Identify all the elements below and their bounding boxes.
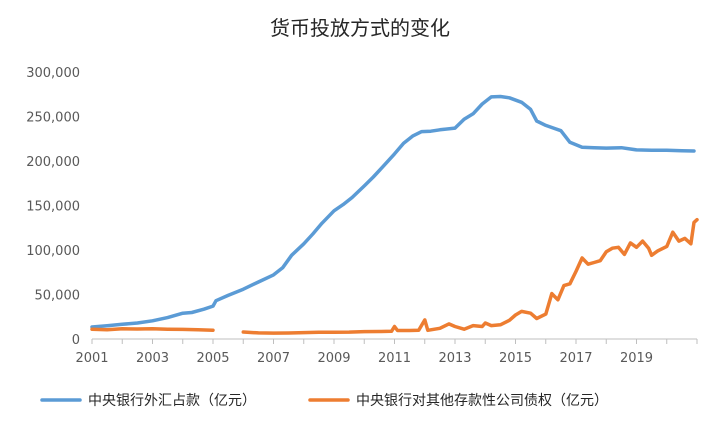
legend-label-1: 中央银行外汇占款（亿元） [88, 393, 256, 409]
x-tick-label: 2009 [317, 351, 350, 366]
series-line-2 [241, 217, 699, 335]
y-tick-label: 300,000 [26, 66, 80, 81]
x-axis: 2001 2003 2005 2007 2009 2011 2013 2015 2017 2019 [75, 338, 698, 366]
legend: 中央银行外汇占款（亿元） 中央银行对其他存款性公司债权（亿元） [40, 393, 608, 409]
y-tick-label: 150,000 [26, 200, 80, 215]
x-tick-label: 2005 [196, 351, 229, 366]
x-tick-label: 2013 [438, 351, 471, 366]
y-tick-label: 100,000 [26, 244, 80, 259]
x-tick-label: 2001 [75, 351, 108, 366]
x-tick-label: 2015 [499, 351, 532, 366]
x-tick-label: 2007 [257, 351, 290, 366]
x-tick-label: 2017 [559, 351, 592, 366]
series-layer [90, 94, 699, 335]
series-line-2 [90, 327, 215, 332]
legend-label-2: 中央银行对其他存款性公司债权（亿元） [356, 393, 608, 409]
y-axis: 0 50,000 100,000 150,000 200,000 250,000 300,0… [26, 66, 80, 348]
x-tick-label: 2003 [136, 351, 169, 366]
x-tick-label: 2019 [620, 351, 653, 366]
y-tick-label: 50,000 [35, 289, 81, 304]
x-tick-label: 2011 [378, 351, 411, 366]
chart-title: 货币投放方式的变化 [270, 16, 450, 40]
y-tick-label: 200,000 [26, 155, 80, 170]
y-tick-label: 0 [72, 333, 80, 348]
y-tick-label: 250,000 [26, 111, 80, 126]
series-line-1 [90, 94, 696, 329]
